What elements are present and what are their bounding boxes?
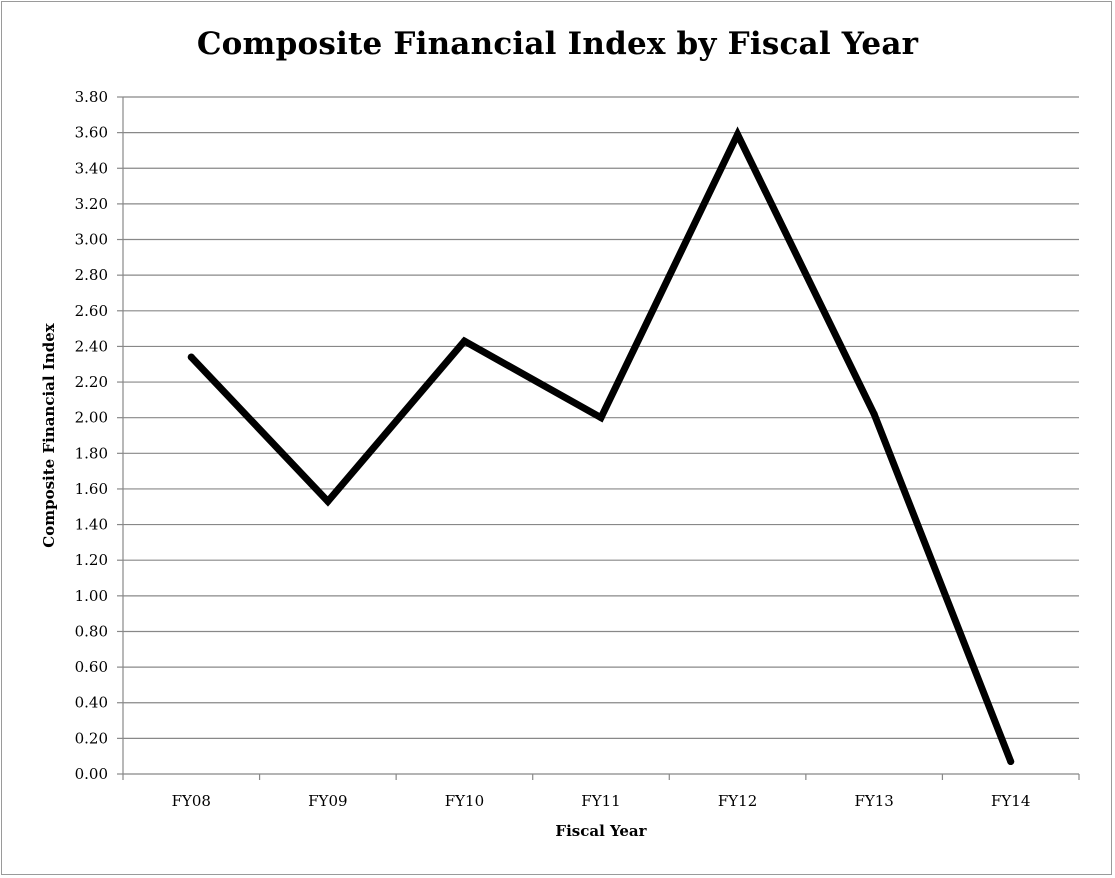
y-tick-label: 2.00 [75,409,108,427]
y-tick-label: 3.40 [75,159,108,177]
y-tick-label: 1.00 [75,587,108,605]
y-axis-title: Composite Financial Index [40,322,58,547]
y-tick-label: 1.40 [75,516,108,534]
data-point [324,497,332,505]
y-tick-label: 1.80 [75,444,108,462]
y-tick-label: 2.40 [75,337,108,355]
y-tick-label: 0.60 [75,658,108,676]
y-tick-label: 2.80 [75,266,108,284]
chart-title: Composite Financial Index by Fiscal Year [196,26,919,62]
y-tick-label: 2.60 [75,302,108,320]
data-point [734,130,742,138]
y-tick-label: 0.20 [75,729,108,747]
y-tick-label: 2.20 [75,373,108,391]
y-tick-label: 3.80 [75,88,108,106]
y-tick-label: 0.00 [75,765,108,783]
x-tick-label: FY11 [581,792,620,810]
data-point [187,353,195,361]
y-tick-label: 0.80 [75,622,108,640]
x-tick-label: FY12 [718,792,757,810]
data-point [460,337,468,345]
y-tick-label: 3.20 [75,195,108,213]
data-point [870,410,878,418]
y-tick-label: 1.20 [75,551,108,569]
data-point [1007,758,1015,766]
x-axis-title: Fiscal Year [555,822,647,840]
data-point [597,414,605,422]
x-tick-label: FY13 [854,792,893,810]
y-tick-label: 3.60 [75,124,108,142]
x-tick-label: FY10 [445,792,484,810]
x-tick-label: FY08 [172,792,211,810]
x-tick-label: FY09 [308,792,347,810]
y-tick-label: 3.00 [75,231,108,249]
y-tick-label: 1.60 [75,480,108,498]
x-tick-label: FY14 [991,792,1030,810]
y-tick-label: 0.40 [75,694,108,712]
